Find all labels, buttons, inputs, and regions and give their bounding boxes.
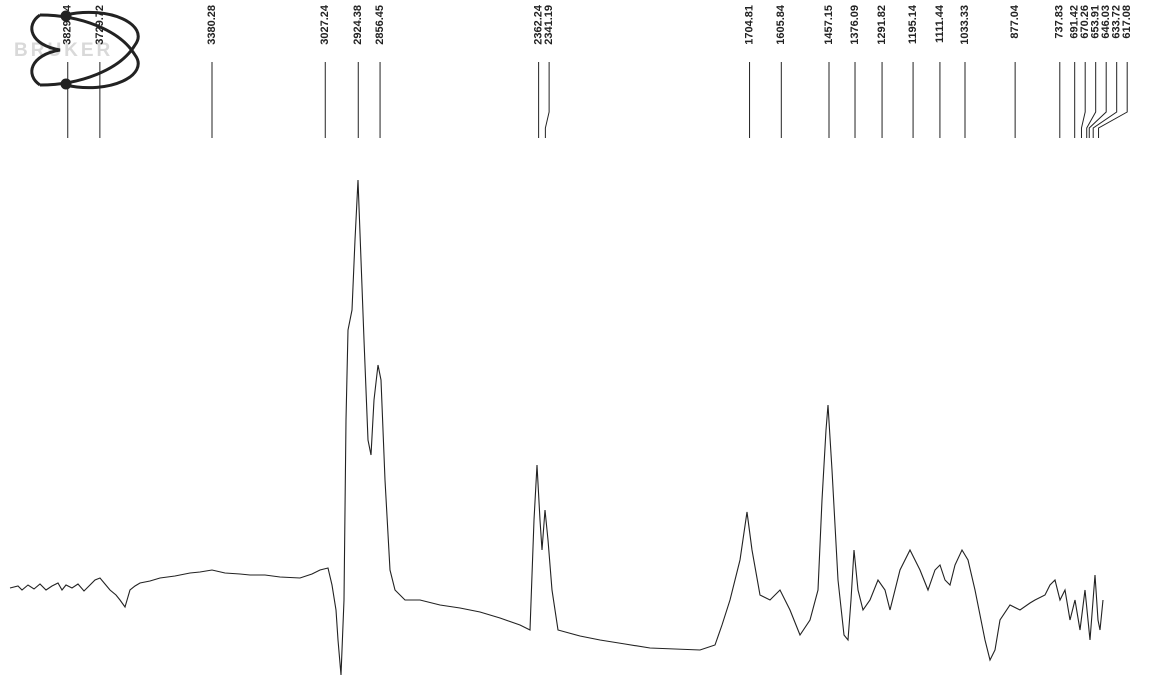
peak-label: 1457.15: [823, 5, 835, 45]
peak-leader: [1088, 62, 1107, 138]
spectrum-trace: [9, 179, 1104, 676]
peak-label: 646.03: [1100, 5, 1112, 39]
logo-loop: [30, 13, 61, 87]
peak-leader: [1080, 62, 1086, 138]
peak-label: 3729.72: [94, 5, 106, 45]
logo-text: BRUKER: [14, 40, 113, 61]
peak-label: 1704.81: [743, 5, 755, 45]
peak-label: 1376.09: [849, 5, 861, 45]
peak-label: 2362.24: [533, 4, 545, 45]
peak-label: 1605.84: [775, 4, 787, 45]
peak-label: 1111.44: [934, 4, 946, 43]
peak-leader: [544, 62, 550, 138]
peak-label: 3027.24: [319, 4, 331, 45]
peak-label: 2924.38: [352, 5, 364, 45]
peak-label: 1291.82: [876, 5, 888, 45]
peak-label: 3380.28: [206, 5, 218, 45]
peak-leader: [1098, 62, 1128, 138]
peak-leader: [1086, 62, 1097, 138]
peak-label: 1195.14: [907, 4, 919, 44]
peak-leader: [1092, 62, 1118, 138]
peak-label: 2856.45: [374, 5, 386, 45]
peak-label: 737.83: [1054, 5, 1066, 39]
logo-emblem: [30, 10, 140, 90]
peak-label: 633.72: [1111, 5, 1123, 39]
peak-label: 617.08: [1121, 5, 1133, 39]
logo-loop: [39, 10, 140, 90]
peak-label: 3829.84: [62, 4, 74, 45]
peak-label: 691.42: [1069, 5, 1081, 39]
logo-dot: [60, 10, 72, 22]
peak-label: 2341.19: [543, 5, 555, 45]
peak-label: 877.04: [1009, 4, 1021, 39]
peak-label: 670.26: [1079, 5, 1091, 39]
peak-label: 1033.33: [959, 5, 971, 45]
peak-label: 653.91: [1090, 5, 1102, 39]
logo-dot: [60, 78, 72, 90]
